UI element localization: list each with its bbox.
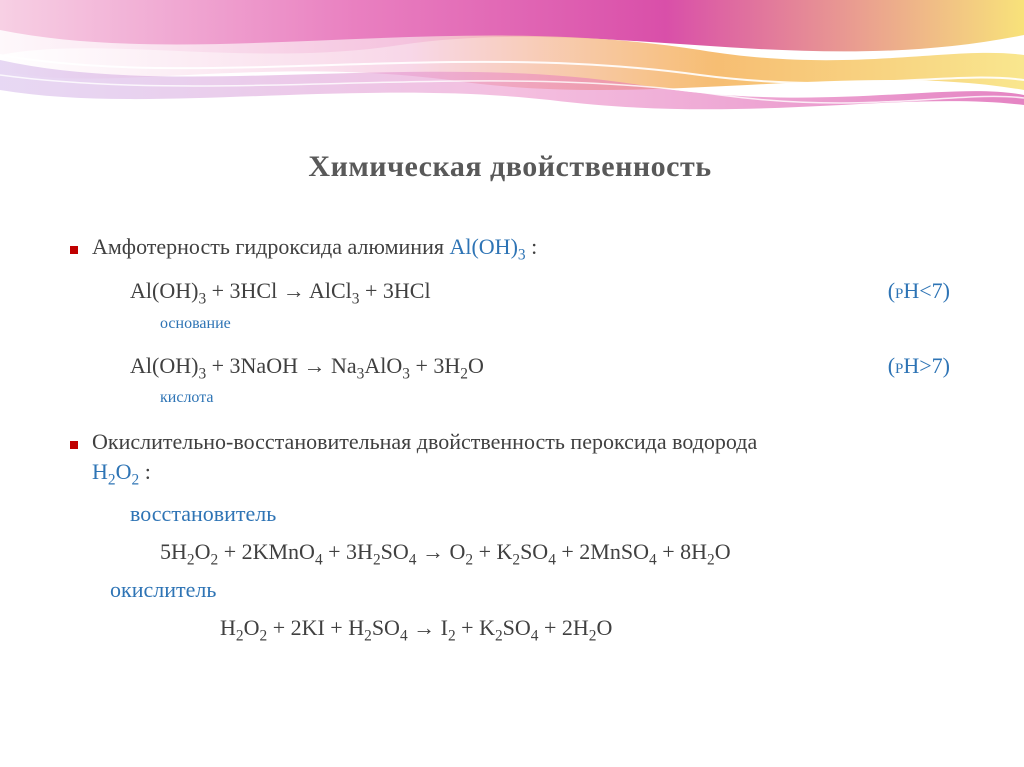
ph-indicator-2: (pH>7) bbox=[888, 353, 950, 379]
slide-title: Химическая двойственность bbox=[70, 150, 950, 184]
item2-text: Окислительно-восстановительная двойствен… bbox=[92, 427, 757, 491]
bullet-item-2: Окислительно-восстановительная двойствен… bbox=[70, 427, 950, 491]
role-label-base: основание bbox=[160, 315, 950, 333]
role-label-acid: кислота bbox=[160, 389, 950, 407]
role-label-oxidant: окислитель bbox=[110, 577, 950, 603]
equation-1: Al(OH)3 + 3HCl → AlCl3 + 3HCl (pH<7) bbox=[130, 278, 950, 308]
decorative-header-waves bbox=[0, 0, 1024, 140]
slide-content: Химическая двойственность Амфотерность г… bbox=[70, 150, 950, 654]
equation-2: Al(OH)3 + 3NaOH → Na3AlO3 + 3H2O (pH>7) bbox=[130, 353, 950, 383]
item1-text: Амфотерность гидроксида алюминия Al(OH)3… bbox=[92, 232, 537, 266]
bullet-icon bbox=[70, 441, 78, 449]
ph-indicator-1: (pH<7) bbox=[888, 278, 950, 304]
bullet-item-1: Амфотерность гидроксида алюминия Al(OH)3… bbox=[70, 232, 950, 266]
bullet-icon bbox=[70, 246, 78, 254]
equation-4: H2O2 + 2KI + H2SO4 → I2 + K2SO4 + 2H2O bbox=[220, 615, 950, 645]
role-label-reductant: восстановитель bbox=[130, 501, 950, 527]
equation-3: 5H2O2 + 2KMnO4 + 3H2SO4 → O2 + K2SO4 + 2… bbox=[160, 539, 950, 569]
